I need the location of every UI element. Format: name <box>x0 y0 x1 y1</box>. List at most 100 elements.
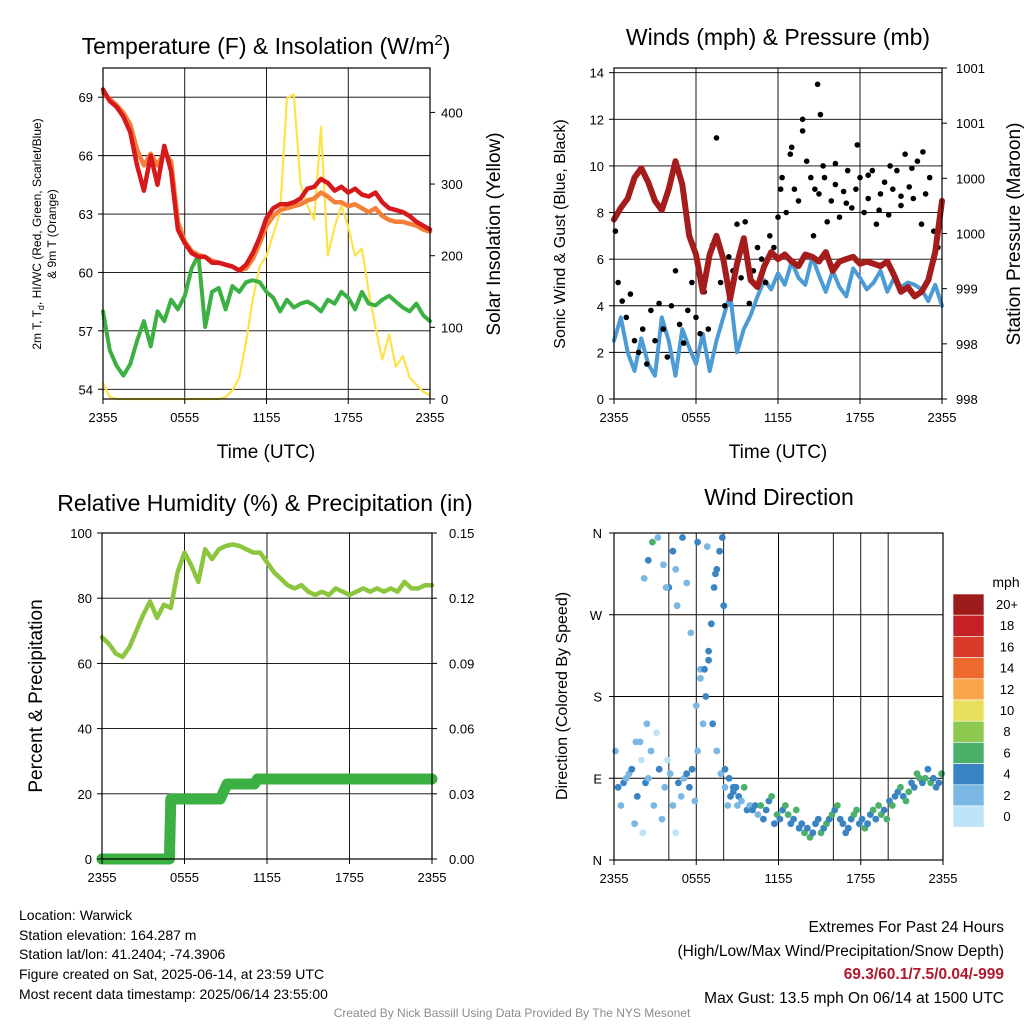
gust-point <box>857 174 863 181</box>
x-tick-label: 0555 <box>682 410 711 425</box>
gust-point <box>754 244 761 251</box>
pressure-y-tick-label: 999 <box>956 282 978 297</box>
colorbar-swatch <box>952 593 985 616</box>
gust-point <box>738 275 744 281</box>
gust-point <box>648 307 654 314</box>
figure-created: Figure created on Sat, 2025-06-14, at 23… <box>19 966 325 983</box>
direction-point <box>716 547 723 555</box>
gust-point <box>922 191 929 197</box>
temperature-y-tick-label: 60 <box>79 265 93 280</box>
direction-point <box>924 765 932 773</box>
temperature-panel: Temperature (F) & Insolation (W/m2) 54 57… <box>30 32 505 463</box>
direction-point <box>672 829 680 837</box>
gust-point <box>844 167 851 174</box>
gust-point <box>799 128 806 134</box>
direction-point <box>669 547 677 555</box>
temperature-panel-title: Temperature (F) & Insolation (W/m2) <box>82 32 451 59</box>
direction-point <box>694 538 701 546</box>
colorbar-swatch <box>952 763 985 786</box>
pressure-y-axis-label: Station Pressure (Maroon) <box>1004 123 1024 346</box>
gust-point <box>836 214 843 220</box>
dewpoint-line <box>101 252 432 378</box>
colorbar-swatch <box>952 805 985 828</box>
insolation-y-tick-label: 100 <box>441 320 463 335</box>
gust-point <box>783 209 789 216</box>
gust-point <box>814 81 821 88</box>
gust-point <box>876 207 882 213</box>
winds-grid <box>614 68 942 400</box>
colorbar-label: 20+ <box>996 597 1018 612</box>
x-tick-label: 2355 <box>600 410 629 425</box>
gust-point <box>788 144 795 151</box>
direction-point <box>686 783 693 791</box>
max-gust: Max Gust: 13.5 mph On 06/14 at 1500 UTC <box>704 989 1004 1007</box>
pressure-line <box>611 158 945 302</box>
direction-point <box>935 779 943 787</box>
direction-point <box>762 806 770 814</box>
temperature-y-tick-label: 63 <box>79 207 93 222</box>
pressure-y-tick-label: 1001 <box>956 61 985 76</box>
wind-y-axis-label: Sonic Wind & Gust (Blue, Black) <box>552 119 569 348</box>
extremes-summary: Extremes For Past 24 Hours (High/Low/Max… <box>678 916 1005 1010</box>
direction-point <box>883 815 891 823</box>
direction-point <box>691 797 699 805</box>
direction-point <box>677 793 685 800</box>
direction-point <box>702 693 710 700</box>
direction-point <box>792 806 800 814</box>
direction-point <box>664 756 671 764</box>
direction-point <box>768 793 775 800</box>
humidity-y-axis-label: Percent & Precipitation <box>26 599 47 792</box>
temperature-grid <box>103 68 430 399</box>
colorbar-label: 6 <box>1003 745 1010 760</box>
gust-point <box>812 186 818 192</box>
gust-point <box>777 186 784 192</box>
direction-point <box>653 729 660 737</box>
temp2m-line <box>100 87 433 273</box>
gust-point <box>890 186 896 192</box>
humidity-panel-title: Relative Humidity (%) & Precipitation (i… <box>57 490 472 516</box>
direction-point <box>654 534 662 541</box>
gust-point <box>746 300 753 307</box>
gust-point <box>791 186 798 192</box>
gust-point <box>803 158 810 164</box>
wind-y-tick-label: 12 <box>590 112 604 127</box>
pressure-y-tick-label: 1000 <box>956 171 985 186</box>
direction-point <box>717 770 725 778</box>
direction-point <box>666 770 674 778</box>
gust-point <box>771 244 777 251</box>
gust-point <box>832 181 839 188</box>
colorbar-swatch <box>952 720 985 743</box>
direction-point <box>880 806 888 814</box>
direction-point <box>710 584 718 591</box>
precip-y-tick-label: 0.12 <box>449 591 474 606</box>
gust-point <box>697 330 703 337</box>
gust-point <box>885 212 892 218</box>
gust-point <box>623 314 630 321</box>
wind-y-tick-label: 8 <box>597 206 604 221</box>
direction-point <box>718 534 726 541</box>
direction-point <box>697 674 704 682</box>
colorbar-swatch <box>952 678 985 701</box>
gust-point <box>894 167 900 174</box>
precip-y-tick-label: 0.09 <box>449 656 474 671</box>
direction-point <box>617 802 625 809</box>
colorbar-units-label: mph <box>992 574 1019 590</box>
direction-point <box>721 765 729 773</box>
gust-point <box>887 163 893 169</box>
gust-point <box>902 151 908 157</box>
humidity-y-tick-label: 40 <box>78 722 92 737</box>
colorbar-label: 16 <box>1000 639 1014 654</box>
wind-y-ticks: 0 2 4 6 8 10 12 14 <box>590 66 614 407</box>
gust-point <box>705 326 712 332</box>
gust-point <box>758 256 765 262</box>
temperature-y-axis-label-line2: & 9m T (Orange) <box>45 189 59 279</box>
direction-y-tick-label: S <box>593 690 602 705</box>
gust-point <box>926 174 933 181</box>
direction-point <box>754 811 762 818</box>
direction-point <box>631 820 638 828</box>
wind-direction-points <box>612 534 945 841</box>
speed-colorbar: mph 20+ 18 16 14 12 10 8 6 4 2 0 <box>952 574 1020 828</box>
direction-point <box>679 534 686 541</box>
direction-point <box>814 815 822 823</box>
wind-y-tick-label: 0 <box>597 392 604 407</box>
